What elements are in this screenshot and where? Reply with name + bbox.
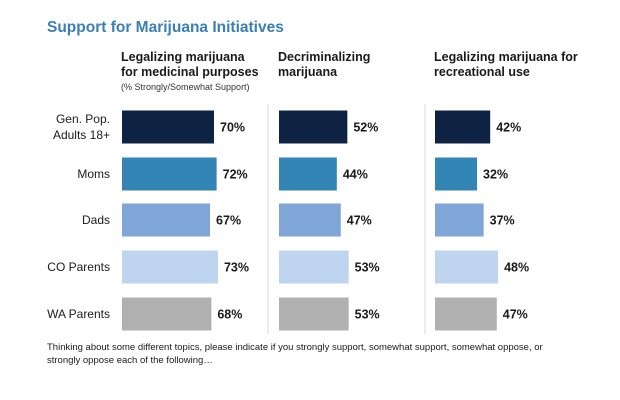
category-label: WA Parents [47,307,110,321]
panel-subheading: (% Strongly/Somewhat Support) [121,82,250,92]
data-label: 72% [223,168,248,182]
panel-heading-line: recreational use [434,65,530,79]
category-label: Dads [82,213,110,227]
bar [435,157,478,191]
bar [122,110,214,144]
bar [279,250,349,284]
chart-title: Support for Marijuana Initiatives [47,19,284,36]
data-label: 53% [355,261,380,275]
bar [122,250,218,284]
panel-heading-line: for medicinal purposes [121,65,259,79]
data-label: 47% [503,308,528,322]
bar [435,297,497,331]
data-label: 37% [490,214,515,228]
bar [122,157,217,191]
category-label: Moms [77,167,110,181]
data-label: 42% [496,121,521,135]
bar [435,250,499,284]
bar [279,110,348,144]
panel-heading-line: marijuana [278,65,338,79]
data-label: 44% [343,168,368,182]
panel-heading-line: Legalizing marijuana [121,50,245,64]
data-label: 52% [353,121,378,135]
bar [435,203,484,237]
bar [122,203,211,237]
bar [279,203,341,237]
data-label: 67% [216,214,241,228]
bar [435,110,491,144]
data-label: 32% [483,168,508,182]
data-label: 48% [504,261,529,275]
panel-heading-recreational: Legalizing marijuana for recreational us… [434,50,578,80]
category-label: CO Parents [47,260,110,274]
panel-heading-decriminalizing: Decriminalizing marijuana [278,50,370,80]
panel-heading-line: Legalizing marijuana for [434,50,578,64]
footnote: Thinking about some different topics, pl… [47,342,543,366]
data-label: 70% [220,121,245,135]
category-label: Adults 18+ [53,128,110,142]
data-label: 73% [224,261,249,275]
data-label: 47% [347,214,372,228]
data-label: 53% [355,308,380,322]
bar [122,297,212,331]
panel-heading-line: Decriminalizing [278,50,371,64]
panel-heading-medicinal: Legalizing marijuana for medicinal purpo… [121,50,259,93]
bar [279,297,349,331]
data-label: 68% [217,308,242,322]
category-label: Gen. Pop. [56,112,110,126]
bar [279,157,337,191]
